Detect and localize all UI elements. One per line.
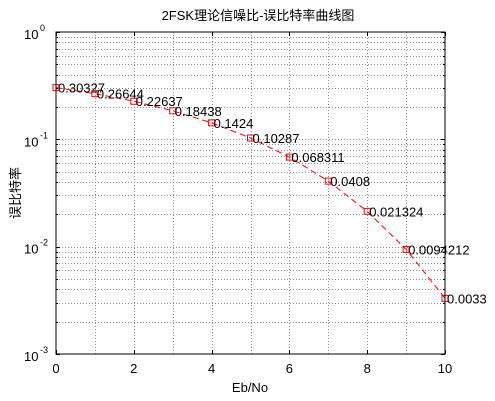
x-tick-label: 8 (364, 361, 371, 376)
series-layer: 0.303270.266440.226370.184380.14240.1028… (52, 81, 487, 306)
y-tick-label: 10 (24, 27, 38, 42)
data-point-marker (285, 153, 293, 161)
data-point-marker (324, 177, 332, 185)
y-tick-label: 10 (24, 349, 38, 364)
data-point-marker (91, 90, 99, 98)
grid-layer (56, 32, 445, 354)
data-point-marker (208, 119, 216, 127)
chart-title: 2FSK理论信噪比-误比特率曲线图 (162, 8, 355, 23)
x-tick-label: 0 (52, 361, 59, 376)
y-axis-label: 误比特率 (8, 167, 23, 219)
y-tick-exponent: -2 (40, 238, 48, 248)
data-label: 0.0033 (447, 291, 487, 306)
data-label: 0.30327 (58, 81, 105, 96)
data-point-marker (169, 107, 177, 115)
data-point-marker (402, 245, 410, 253)
x-axis-label: Eb/No (232, 380, 268, 395)
data-label: 0.10287 (253, 131, 300, 146)
data-label: 0.068311 (291, 150, 344, 165)
data-label: 0.1424 (214, 116, 254, 131)
y-tick-label: 10 (24, 242, 38, 257)
x-tick-label: 6 (286, 361, 293, 376)
data-label: 0.0408 (330, 174, 370, 189)
y-tick-exponent: -1 (40, 130, 48, 140)
y-tick-label: 10 (24, 134, 38, 149)
data-label: 0.0094212 (408, 242, 469, 257)
data-line (55, 87, 446, 299)
data-point-marker (130, 97, 138, 105)
data-label: 0.22637 (136, 94, 183, 109)
data-point-marker (363, 207, 371, 215)
x-tick-label: 4 (208, 361, 215, 376)
plot-frame (55, 31, 446, 355)
x-tick-label: 10 (438, 361, 452, 376)
data-point-marker (247, 134, 254, 142)
plot-area (56, 32, 445, 354)
y-tick-exponent: -3 (40, 345, 48, 355)
data-label: 0.18438 (175, 104, 222, 119)
x-tick-label: 2 (130, 361, 137, 376)
data-label: 0.021324 (369, 204, 423, 219)
y-tick-exponent: 0 (40, 23, 45, 33)
